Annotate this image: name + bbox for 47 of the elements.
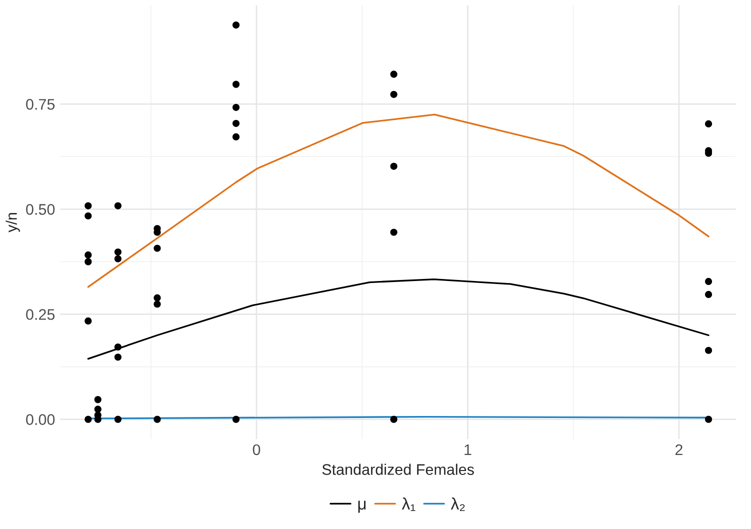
point — [232, 80, 240, 88]
x-tick-label: 1 — [464, 444, 472, 456]
y-tick-label: 0.50 — [26, 204, 55, 215]
point — [704, 278, 712, 285]
point — [704, 416, 712, 423]
legend-label: μ — [358, 500, 366, 513]
point — [154, 300, 161, 308]
x-tick-label: 0 — [252, 444, 260, 456]
point — [154, 294, 161, 302]
point — [114, 354, 122, 361]
point — [390, 70, 398, 78]
point — [114, 202, 122, 210]
point — [84, 317, 92, 324]
point — [704, 346, 712, 354]
y-tick-label: 0.00 — [26, 414, 55, 425]
point — [114, 416, 122, 423]
point — [390, 90, 398, 98]
point — [94, 396, 102, 404]
point — [114, 255, 122, 262]
legend-label: λ₂ — [450, 497, 465, 511]
point — [114, 343, 122, 351]
point — [84, 212, 92, 220]
point — [84, 258, 92, 266]
point — [704, 120, 712, 128]
point — [84, 251, 92, 259]
point — [232, 104, 240, 111]
point — [232, 22, 240, 29]
point — [154, 416, 161, 423]
point — [84, 416, 92, 423]
point — [232, 416, 240, 423]
y-tick-label: 0.25 — [26, 309, 55, 320]
point — [232, 120, 240, 127]
y-tick-label: 0.75 — [26, 98, 55, 110]
line-series — [87, 114, 710, 288]
point — [390, 416, 398, 423]
point — [390, 162, 398, 170]
point — [84, 202, 92, 210]
point — [704, 290, 712, 298]
x-axis-title: Standardized Females — [322, 464, 474, 475]
point — [114, 248, 122, 256]
point — [232, 133, 240, 140]
line-series — [87, 278, 710, 360]
point — [390, 228, 398, 236]
x-tick-label: 2 — [675, 444, 682, 456]
legend-label: λ₁ — [402, 497, 416, 511]
y-axis-title: y/n — [6, 212, 20, 232]
point — [154, 244, 161, 252]
